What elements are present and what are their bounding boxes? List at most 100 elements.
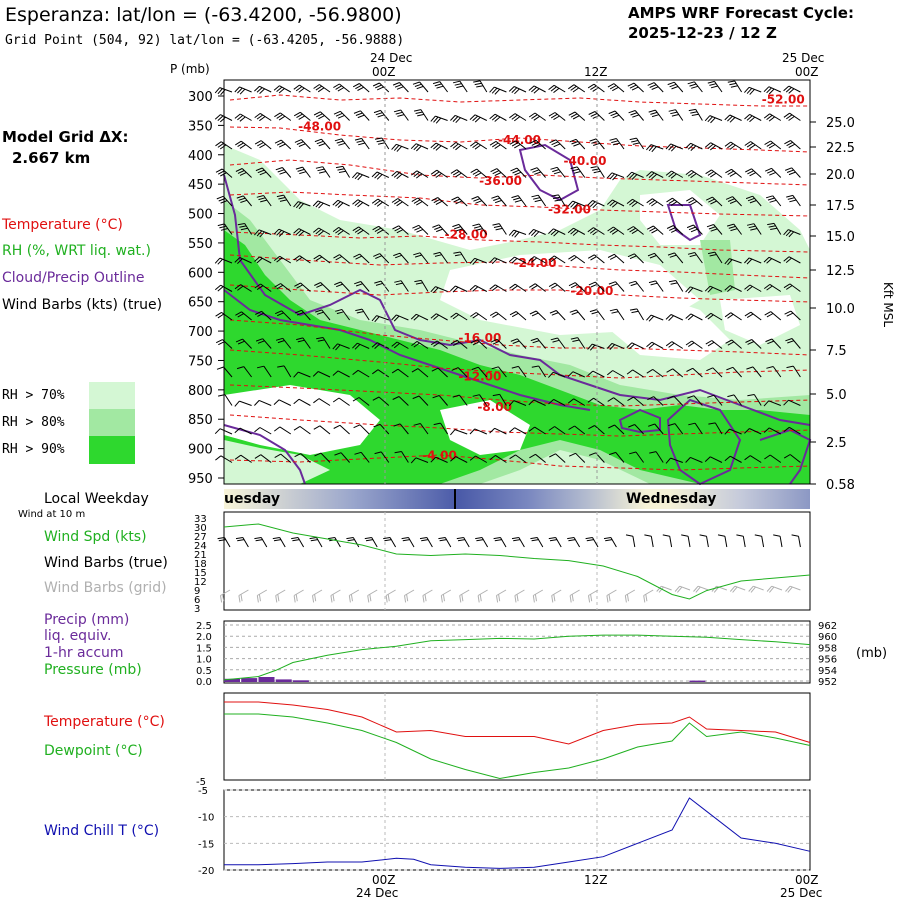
legend-cloud-outline: Cloud/Precip Outline [2,270,145,286]
local-weekday-title: Local Weekday [44,491,149,507]
cross-section-wind-barb [352,83,370,93]
cross-section-wind-barb [316,337,331,349]
surface-wind-barb-true [456,537,470,548]
cross-section-wind-barb [254,85,272,94]
cross-section-wind-barb [509,113,527,122]
cross-section-wind-barb [665,143,683,152]
cross-section-wind-barb [293,201,311,210]
temperature-series-line [224,701,811,745]
cross-section-wind-barb [705,169,723,178]
cross-section-wind-barb [609,308,625,321]
cross-section-wind-barb [469,428,487,435]
cross-section-wind-barb [374,451,390,463]
cross-section-wind-barb [353,110,370,121]
windchill-tick-label: -15 [198,839,214,850]
precip-bar [689,680,706,682]
kft-tick-label: 10.0 [826,302,855,317]
cross-section-wind-barb [528,399,546,406]
surface-wind-barb-true [254,537,268,548]
cross-section-wind-barb [355,308,370,321]
cross-section-wind-barb [567,227,586,236]
cross-section-wind-barb [254,454,272,463]
cross-section-wind-barb [509,283,527,292]
surface-wind-barb-grid [569,589,580,603]
cross-section-wind-barb [332,226,350,236]
wind-speed-tick-label: 6 [194,595,200,606]
windchill-tick-label: -20 [198,866,214,877]
wind-speed-tick-label: 30 [194,523,207,534]
kft-tick-label: 5.0 [826,388,847,403]
cross-section-wind-barb [744,113,762,123]
cross-section-wind-barb [744,257,762,265]
cross-section-wind-barb [704,456,723,463]
surface-wind-barb-grid [459,589,470,603]
cross-section-wind-barb [430,313,448,321]
cross-section-wind-barb [784,310,801,321]
cross-section-wind-barb [745,339,762,349]
local-weekday-bar [224,489,810,509]
cross-section-wind-barb [393,423,409,435]
rh-90-swatch [89,436,135,464]
cross-section-wind-barb [293,111,311,121]
cross-section-wind-barb [647,82,664,93]
cross-section-wind-barb [745,195,762,207]
pressure-tick-label: 850 [188,413,213,428]
surface-wind-barb-true [235,537,249,548]
cross-section-wind-barb [393,109,409,121]
cross-section-wind-barb [333,254,350,264]
cross-section-wind-barb [550,337,566,349]
cross-section-wind-barb [589,138,605,150]
rh-80-label: RH > 80% [2,415,65,430]
cross-section-wind-barb [744,455,762,463]
pressure-tick-label: 300 [188,90,213,105]
kft-axis-label: Kft MSL [881,282,895,327]
surface-wind-barb-true [662,534,673,548]
cross-section-wind-barb [508,400,527,407]
cross-section-wind-barb [783,256,801,264]
cross-section-wind-barb [567,200,585,209]
cross-section-wind-barb [391,143,409,152]
temperature-contour-label: -4.00 [422,449,457,463]
cross-section-wind-barb [373,253,390,264]
precip-tick-label: 2.5 [196,621,212,632]
cross-section-wind-barb [254,229,272,238]
temp-panel-frame [223,692,811,781]
cross-section-wind-barb [685,456,703,463]
cross-section-wind-barb [312,200,331,209]
cross-section-wind-barb [254,140,272,150]
cross-section-wind-barb [549,139,566,150]
precip-label: Precip (mm) [44,612,130,628]
temperature-contour-label: -40.00 [564,154,607,168]
grid-point-subtitle: Grid Point (504, 92) lat/lon = (-63.4205… [5,33,405,48]
cross-section-wind-barb [590,166,605,178]
cross-section-wind-barb [606,199,625,208]
cross-section-wind-barb [685,142,703,151]
surface-wind-barb-true [291,537,305,548]
temperature-contour-label: -24.00 [514,256,557,270]
pressure-tick-label: 400 [188,149,213,164]
cross-section-wind-barb [293,255,311,264]
surface-wind-barb-grid [551,589,562,603]
cross-section-wind-barb [392,225,409,235]
cross-section-wind-barb [489,454,507,463]
cross-section-wind-barb [606,342,625,350]
cross-section-wind-barb [235,140,252,150]
cross-section-wind-barb [470,312,488,321]
cross-section-wind-barb [707,251,723,264]
surface-wind-barb-grid [785,585,801,593]
surface-wind-barb-grid [514,589,525,603]
cross-section-wind-barb [469,455,488,463]
cross-section-wind-barb [430,456,448,463]
cross-section-wind-barb [314,452,331,463]
temperature-contour-label: -12.00 [458,369,501,383]
cross-section-wind-barb [353,424,370,435]
cross-section-wind-barb [587,370,605,378]
cross-section-wind-barb [548,84,566,93]
cross-section-wind-barb [489,113,507,122]
cross-section-wind-barb [688,108,703,121]
cross-section-wind-barb [234,454,252,463]
cross-section-wind-barb [352,226,370,235]
cross-section-wind-barb [413,423,429,435]
cross-section-wind-barb [665,314,684,321]
precip-gridlines [224,624,810,682]
